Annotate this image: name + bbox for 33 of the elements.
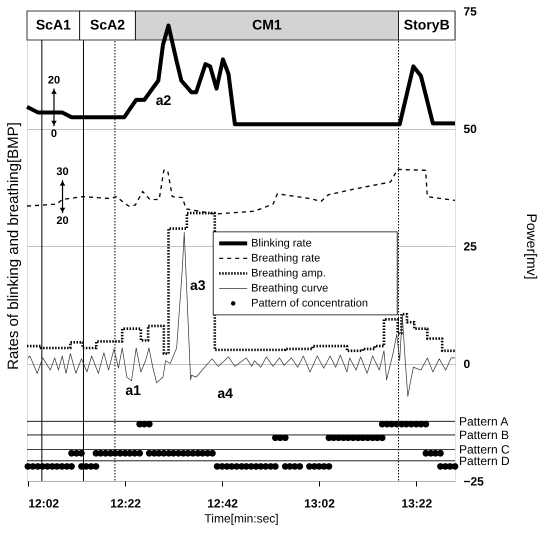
- x-tick-label: 13:22: [401, 496, 432, 510]
- annotation: a2: [156, 92, 172, 108]
- y-axis-title: Rates of blinking and breathing[BMP]: [5, 122, 22, 370]
- annotation: a3: [190, 276, 206, 293]
- x-tick-label: 13:02: [304, 496, 336, 510]
- y2-tick-label: 25: [464, 240, 478, 254]
- annotation: 20: [48, 74, 60, 87]
- band-label: CM1: [252, 16, 282, 32]
- y2-tick-label: 50: [464, 122, 478, 136]
- annotation: a1: [125, 382, 142, 398]
- legend-label: Pattern of concentration: [251, 297, 368, 310]
- line-series: [28, 232, 456, 397]
- x-tick-label: 12:02: [28, 496, 60, 510]
- band-label: ScA1: [36, 16, 72, 32]
- annotation: 0: [50, 128, 58, 140]
- ref-line-label: Pattern A: [459, 414, 508, 428]
- annotation: 30: [56, 166, 69, 178]
- legend-label: Blinking rate: [251, 237, 312, 250]
- y2-tick-label: 0: [464, 357, 470, 371]
- y2-tick-label: 75: [464, 4, 478, 18]
- x-tick-label: 12:42: [207, 496, 238, 510]
- x-axis-title: Time[min:sec]: [204, 512, 279, 526]
- annotation: 20: [56, 215, 69, 228]
- legend-label: Breathing curve: [251, 282, 328, 294]
- band-label: ScA2: [90, 16, 126, 32]
- ref-line-label: Pattern B: [459, 428, 510, 442]
- x-tick-label: 12:22: [110, 496, 142, 510]
- y2-tick-label: −25: [464, 474, 484, 488]
- y2-axis-title: Power[mv]: [524, 213, 540, 280]
- legend-label: Breathing amp.: [251, 267, 326, 280]
- annotation: a4: [217, 385, 234, 402]
- legend-label: Breathing rate: [251, 252, 320, 264]
- band-label: StoryB: [404, 16, 450, 32]
